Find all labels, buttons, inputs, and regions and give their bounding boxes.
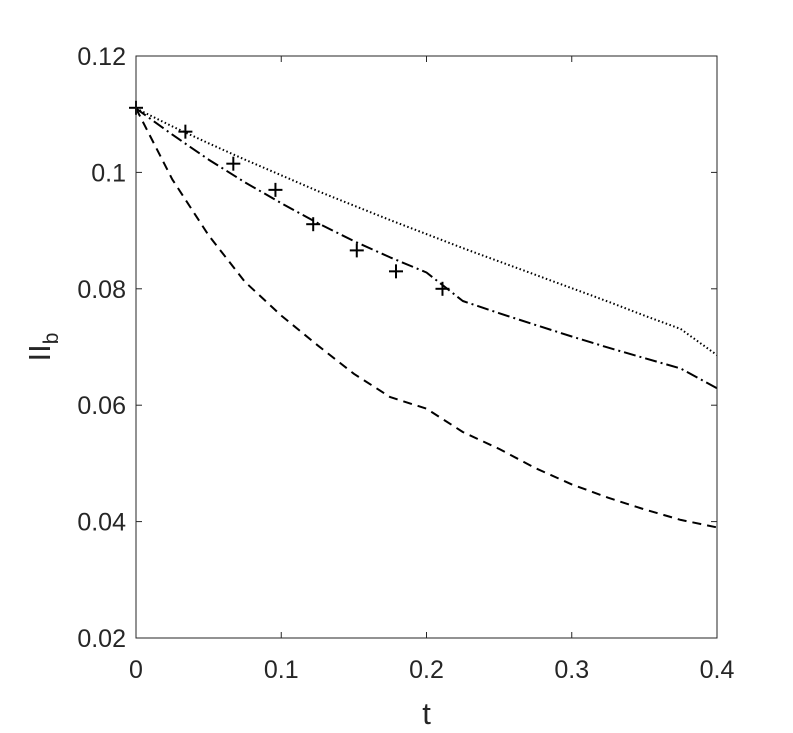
x-tick-label: 0 xyxy=(129,656,143,684)
marker-plus xyxy=(349,243,364,258)
y-axis-label-main: II xyxy=(22,344,57,361)
y-tick-label: 0.06 xyxy=(77,392,126,420)
x-tick-label: 0.1 xyxy=(264,656,299,684)
marker-plus xyxy=(178,124,193,139)
y-tick-label: 0.08 xyxy=(77,276,126,304)
tick-layer: 0 0.1 0.2 0.3 0.4 0.02 0.04 0.06 0.08 0.1 0.12 xyxy=(77,43,734,684)
x-tick-label: 0.4 xyxy=(700,656,735,684)
x-axis-label: t xyxy=(422,696,431,731)
y-tick-label: 0.12 xyxy=(77,43,126,71)
marker-plus xyxy=(435,281,450,296)
marker-plus xyxy=(388,264,403,279)
y-tick-label: 0.02 xyxy=(77,625,126,653)
y-tick-label: 0.1 xyxy=(91,159,126,187)
x-tick-label: 0.3 xyxy=(554,656,589,684)
x-tick-label: 0.2 xyxy=(409,656,444,684)
series-line-dashdot xyxy=(135,107,718,390)
series-line-dashed xyxy=(135,107,718,529)
marker-plus xyxy=(268,182,283,197)
marker-plus xyxy=(226,156,241,171)
y-tick-label: 0.04 xyxy=(77,509,126,537)
y-axis-label: IIb xyxy=(22,333,63,362)
marker-plus xyxy=(306,217,321,232)
series-line-dotted xyxy=(135,107,718,356)
y-axis-label-subscript: b xyxy=(40,333,63,345)
